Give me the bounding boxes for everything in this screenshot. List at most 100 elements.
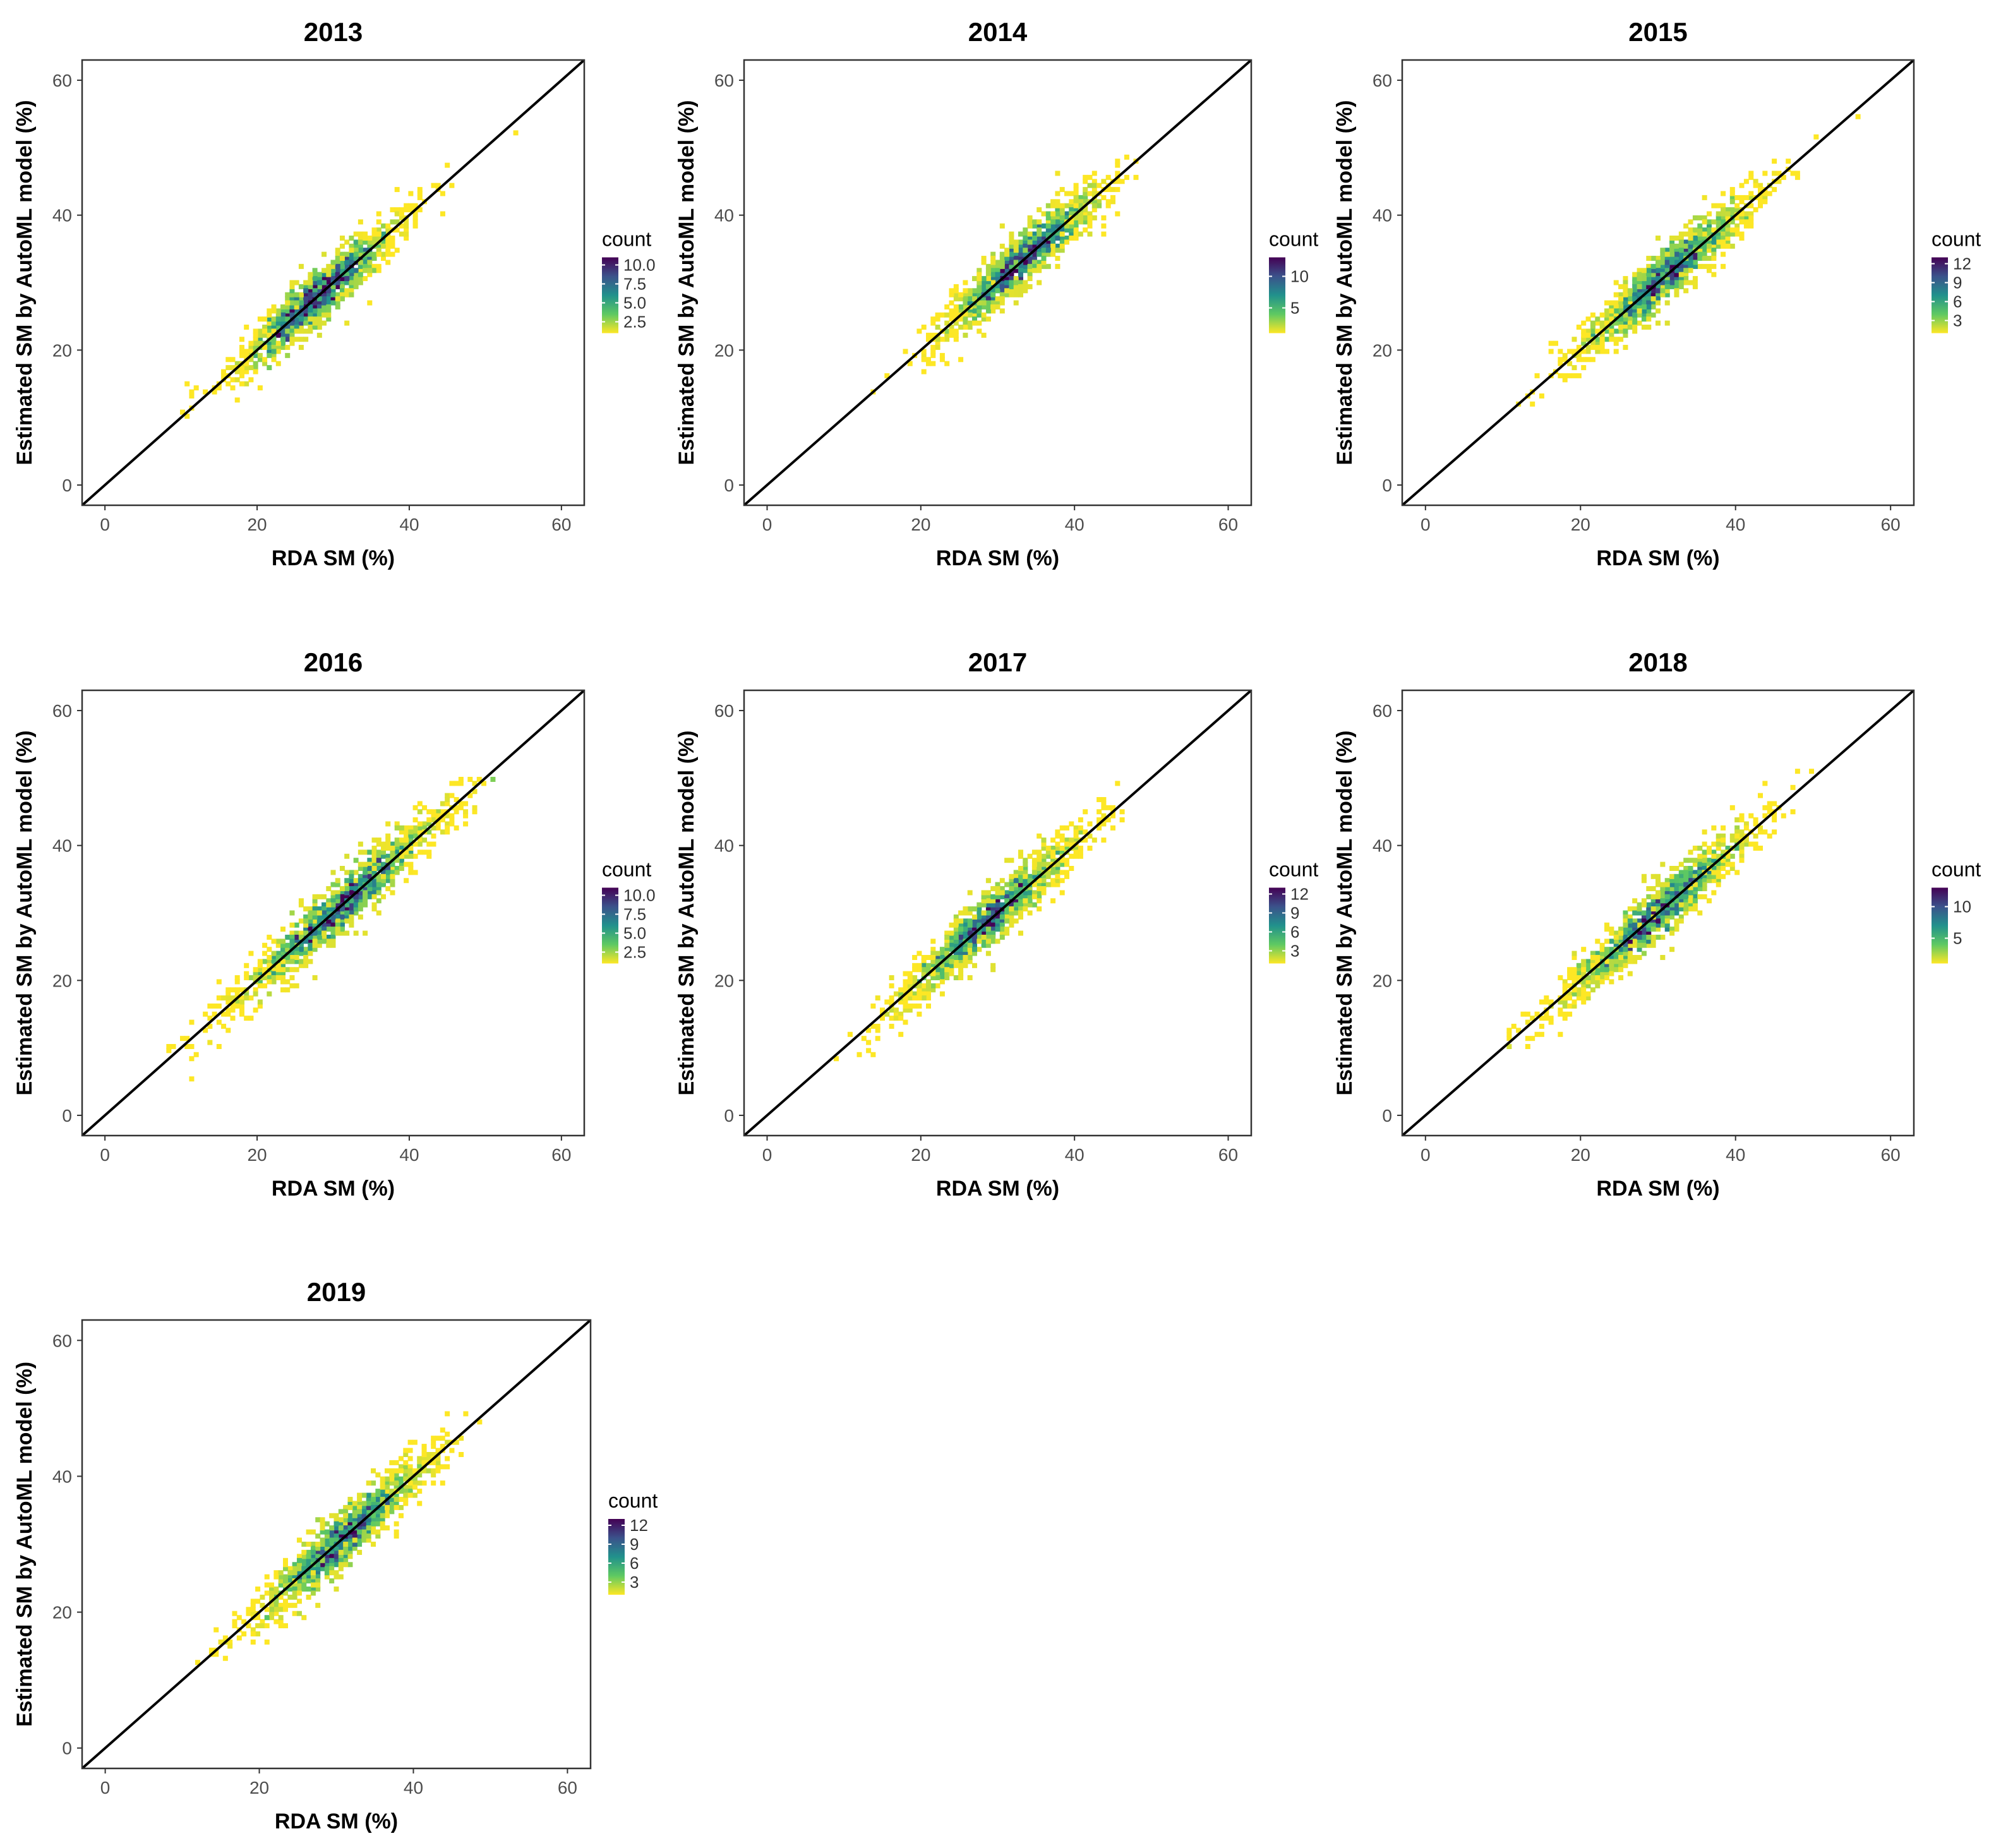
hexbin-cell [1734,829,1740,835]
hexbin-cell [990,276,996,282]
hexbin-cell [912,955,918,960]
hexbin-cell [321,906,327,912]
hexbin-cell [999,256,1005,261]
hexbin-cell [283,1599,288,1604]
hexbin-cell [1623,332,1628,338]
hexbin-cell [1064,861,1069,867]
hexbin-cell [944,361,950,366]
hexbin-cell [935,971,940,976]
hexbin-cell [445,1431,450,1437]
hexbin-cell [976,947,982,952]
hexbin-cell [308,914,313,920]
hexbin-cell [1604,927,1609,932]
hexbin-cell [287,1570,293,1576]
hexbin-cell [1678,861,1684,867]
hexbin-cell [1091,187,1097,193]
legend-tick-label: 3 [630,1573,639,1592]
hexbin-cell [335,910,340,916]
hexbin-cell [875,1036,880,1041]
hexbin-cell [1711,890,1717,896]
hexbin-cell [278,1574,284,1580]
hexbin-cell [326,942,332,948]
hexbin-cell [273,1570,279,1576]
hexbin-cell [1762,829,1768,835]
hexbin-cell [271,304,277,309]
hexbin-cell [1031,256,1037,261]
hexbin-cell [329,1529,335,1535]
legend-tick-label: 5.0 [623,294,646,313]
hexbin-cell [1031,251,1037,257]
hexbin-cell [321,312,327,318]
hexbin-cell [935,951,940,956]
hexbin-cell [312,316,318,322]
hexbin-cell [1004,918,1010,924]
hexbin-cell [985,934,991,940]
hexbin-cell [380,1497,385,1502]
y-tick-label: 40 [52,1467,72,1486]
hexbin-cell [376,898,382,904]
hexbin-cell [1571,999,1577,1005]
hexbin-cell [990,296,996,302]
hexbin-cell [298,898,304,904]
hexbin-cell [1069,199,1074,205]
hexbin-cell [344,260,350,265]
hexbin-cell [1734,203,1740,208]
hexbin-cell [1688,902,1693,908]
hexbin-cell [1721,207,1726,213]
hexbin-cell [289,942,295,948]
y-tick-label: 60 [714,71,734,90]
hexbin-cell [315,1574,321,1580]
hexbin-cell [315,1562,321,1568]
hexbin-cell [1567,349,1573,354]
hexbin-cell [361,1529,367,1535]
hexbin-cell [1023,260,1028,265]
hexbin-cell [330,894,336,899]
hexbin-cell [880,1016,885,1021]
hexbin-cell [963,942,968,948]
x-tick-label: 0 [762,1145,772,1165]
hexbin-cell [454,805,459,810]
hexbin-cell [1762,191,1768,196]
hexbin-cell [1599,979,1605,985]
hexbin-cell [273,1587,279,1592]
hexbin-cell [1650,276,1656,282]
hexbin-cell [1027,223,1033,229]
hexbin-cell [1618,325,1624,330]
hexbin-cell [301,1587,307,1592]
hexbin-cell [1641,280,1647,285]
hexbin-cell [285,352,291,358]
hexbin-cell [1604,959,1609,964]
hexbin-cell [353,256,359,261]
hexbin-cell [1641,284,1647,289]
hexbin-cell [234,397,240,403]
hexbin-cell [985,927,991,932]
hexbin-cell [1716,219,1721,225]
hexbin-cell [1678,873,1684,879]
hexbin-cell [1073,207,1079,213]
hexbin-cell [953,951,959,956]
hexbin-cell [381,243,386,249]
hexbin-cell [1078,829,1083,835]
hexbin-cell [1073,203,1079,208]
hexbin-cell [381,894,386,899]
hexbin-cell [339,260,345,265]
hexbin-cell [312,894,318,899]
hexbin-cell [981,930,987,936]
hexbin-cell [972,922,977,928]
hexbin-cell [477,1419,483,1425]
hexbin-cell [1009,280,1014,285]
chart-title: 2015 [1628,17,1687,47]
hexbin-cell [273,1574,279,1580]
hexbin-cell [344,256,350,261]
hexbin-cell [963,918,968,924]
hexbin-cell [329,1570,335,1576]
hexbin-cell [367,251,373,257]
hexbin-cell [308,296,313,302]
hexbin-cell [315,1566,321,1571]
hexbin-cell [1124,154,1129,160]
hexbin-cell [267,979,272,985]
hexbin-cell [1721,849,1726,855]
hexbin-cell [1595,349,1601,354]
